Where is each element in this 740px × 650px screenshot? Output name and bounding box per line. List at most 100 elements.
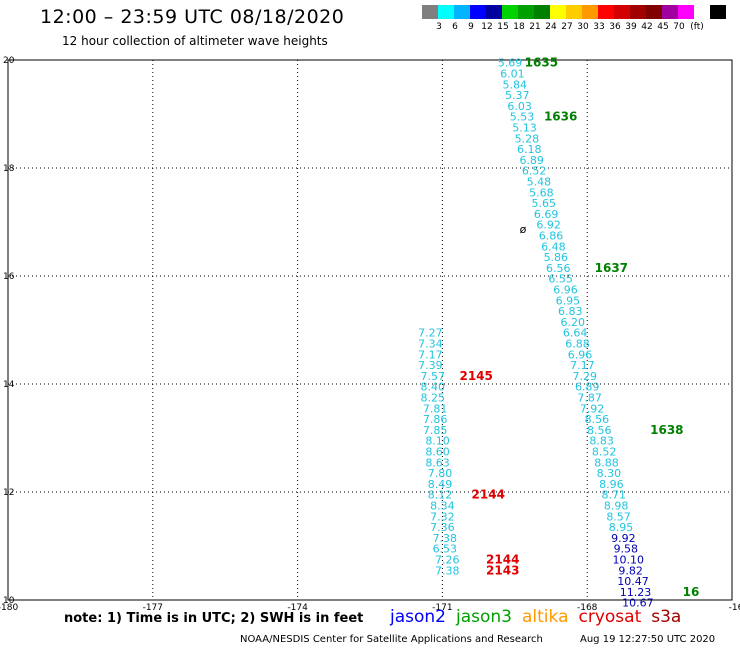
pass-number: 2144	[472, 488, 505, 502]
wave-height-label: 7.87	[577, 392, 602, 405]
wave-height-label: 7.38	[435, 564, 460, 577]
legend-label: 39	[625, 22, 637, 32]
wave-height-label: 6.88	[565, 338, 590, 351]
legend-unit: (ft)	[690, 22, 704, 32]
legend-swatch	[502, 5, 518, 19]
legend-label: 21	[529, 22, 541, 32]
lat-tick-label: 14	[3, 380, 15, 390]
wave-height-label: 6.64	[563, 327, 588, 340]
legend-label: 3	[436, 22, 442, 32]
legend-swatch	[614, 5, 630, 19]
lat-tick-label: 16	[3, 272, 15, 282]
wave-height-label: 6.92	[536, 219, 561, 232]
lon-tick-label: -177	[143, 603, 163, 610]
wave-height-values: 5.696.015.845.376.035.535.135.286.186.89…	[418, 57, 654, 610]
legend-label: 12	[481, 22, 493, 32]
legend-swatch	[646, 5, 662, 19]
wave-height-label: 8.98	[604, 500, 629, 513]
wave-height-label: 5.53	[510, 111, 535, 124]
satellite-name-cryosat: cryosat	[578, 607, 642, 627]
legend-swatch	[582, 5, 598, 19]
wave-height-label: 9.92	[611, 532, 636, 545]
legend-swatch	[566, 5, 582, 19]
wave-height-label: 7.36	[430, 521, 455, 534]
pass-number: 16	[683, 585, 700, 599]
satellite-legend: jason2 jason3 altika cryosat s3a	[390, 607, 691, 627]
map-frame	[7, 59, 733, 601]
wave-height-label: 7.39	[418, 359, 443, 372]
lat-tick-label: 12	[3, 488, 14, 498]
legend-swatch	[518, 5, 534, 19]
wave-height-label: 5.69	[498, 57, 523, 70]
wave-height-label: 8.83	[589, 435, 614, 448]
generation-timestamp: Aug 19 12:27:50 UTC 2020	[580, 634, 716, 645]
lon-tick-label: -16	[729, 603, 740, 610]
satellite-name-s3a: s3a	[651, 607, 682, 627]
legend-swatch	[470, 5, 486, 19]
legend-label: 27	[561, 22, 573, 32]
legend-swatch	[662, 5, 678, 19]
legend-label: 36	[609, 22, 621, 32]
legend-label: 9	[468, 22, 474, 32]
legend-label: 18	[513, 22, 525, 32]
wave-height-label: 9.82	[618, 564, 643, 577]
wave-height-label: 10.67	[622, 597, 654, 610]
wave-height-label: 6.48	[541, 240, 566, 253]
pass-number: 1638	[650, 423, 683, 437]
wave-height-label: 6.03	[507, 100, 532, 113]
wave-height-label: 9.58	[614, 543, 639, 556]
wave-height-label: 6.96	[568, 348, 593, 361]
wave-height-label: 7.27	[418, 327, 443, 340]
wave-height-label: 8.95	[609, 521, 634, 534]
wave-height-label: 6.89	[575, 381, 600, 394]
lat-tick-label: 10	[3, 596, 15, 606]
lat-tick-label: 18	[3, 164, 15, 174]
wave-height-label: 5.13	[512, 122, 537, 135]
wave-height-label: 8.71	[601, 489, 626, 502]
wave-height-label: 5.28	[515, 132, 540, 145]
wave-height-label: 6.52	[522, 165, 547, 178]
wave-height-label: 7.38	[433, 532, 458, 545]
wave-height-label: 6.96	[553, 284, 578, 297]
wave-height-label: 8.10	[425, 435, 450, 448]
wave-height-label: 6.53	[433, 543, 458, 556]
wave-height-label: 5.86	[544, 251, 569, 264]
legend-swatch	[454, 5, 470, 19]
wave-height-label: 7.80	[428, 467, 453, 480]
wave-height-label: 6.95	[556, 294, 581, 307]
pass-number: 2144	[486, 553, 519, 567]
satellite-name-altika: altika	[522, 607, 569, 627]
legend-swatch	[422, 5, 438, 19]
wave-height-label: 7.32	[430, 510, 455, 523]
legend-swatch	[678, 5, 694, 19]
legend-swatch	[534, 5, 550, 19]
wave-height-label: 11.23	[620, 586, 652, 599]
lon-tick-label: -171	[432, 603, 452, 610]
wave-height-label: 8.25	[420, 392, 445, 405]
wave-height-label: 7.81	[423, 402, 448, 415]
wave-height-label: 8.34	[430, 500, 455, 513]
wave-height-label: 8.56	[585, 413, 610, 426]
credit-text: NOAA/NESDIS Center for Satellite Applica…	[240, 634, 543, 645]
wave-height-label: 7.86	[423, 413, 448, 426]
wave-height-label: 10.47	[617, 575, 649, 588]
pass-number: 2145	[459, 369, 492, 383]
wave-height-label: 6.18	[517, 143, 542, 156]
wave-height-label: 8.52	[592, 446, 617, 459]
legend-swatch	[598, 5, 614, 19]
legend-swatch	[550, 5, 566, 19]
pass-number: 1635	[525, 56, 558, 70]
pass-number: 2143	[486, 563, 519, 577]
map-title: 12:00 – 23:59 UTC 08/18/2020	[40, 6, 345, 28]
pass-number: 1636	[544, 110, 577, 124]
wave-height-label: 6.56	[546, 262, 571, 275]
map-subtitle: 12 hour collection of altimeter wave hei…	[62, 34, 328, 48]
axis-tick-labels: -180 -177 -174 -171 -168 -16 20 18 16 14 12 10	[0, 56, 740, 610]
satellite-name-jason2: jason2	[390, 607, 446, 627]
wave-height-label: 10.10	[612, 554, 644, 567]
legend-label: 24	[545, 22, 557, 32]
wave-height-label: 8.49	[428, 478, 453, 491]
wave-height-label: 8.40	[420, 381, 445, 394]
legend-swatch	[694, 5, 710, 19]
